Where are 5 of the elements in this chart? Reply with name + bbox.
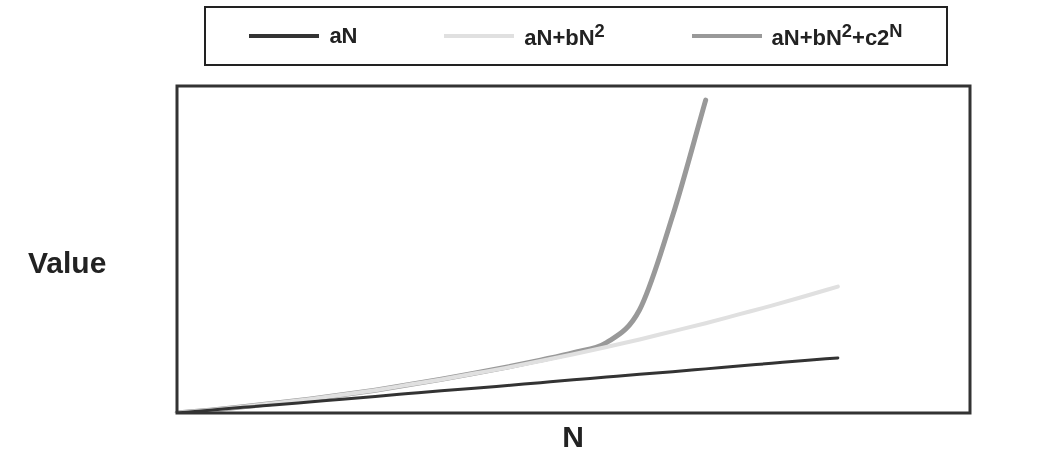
legend-label: aN+bN$^{2}$ [524, 20, 605, 52]
y-axis-title: Value [28, 246, 107, 280]
legend-label: aN+bN$^{2}$+c2$^{N}$ [771, 20, 903, 52]
legend-label: aN [329, 23, 358, 49]
x-axis-title: N [562, 420, 584, 453]
